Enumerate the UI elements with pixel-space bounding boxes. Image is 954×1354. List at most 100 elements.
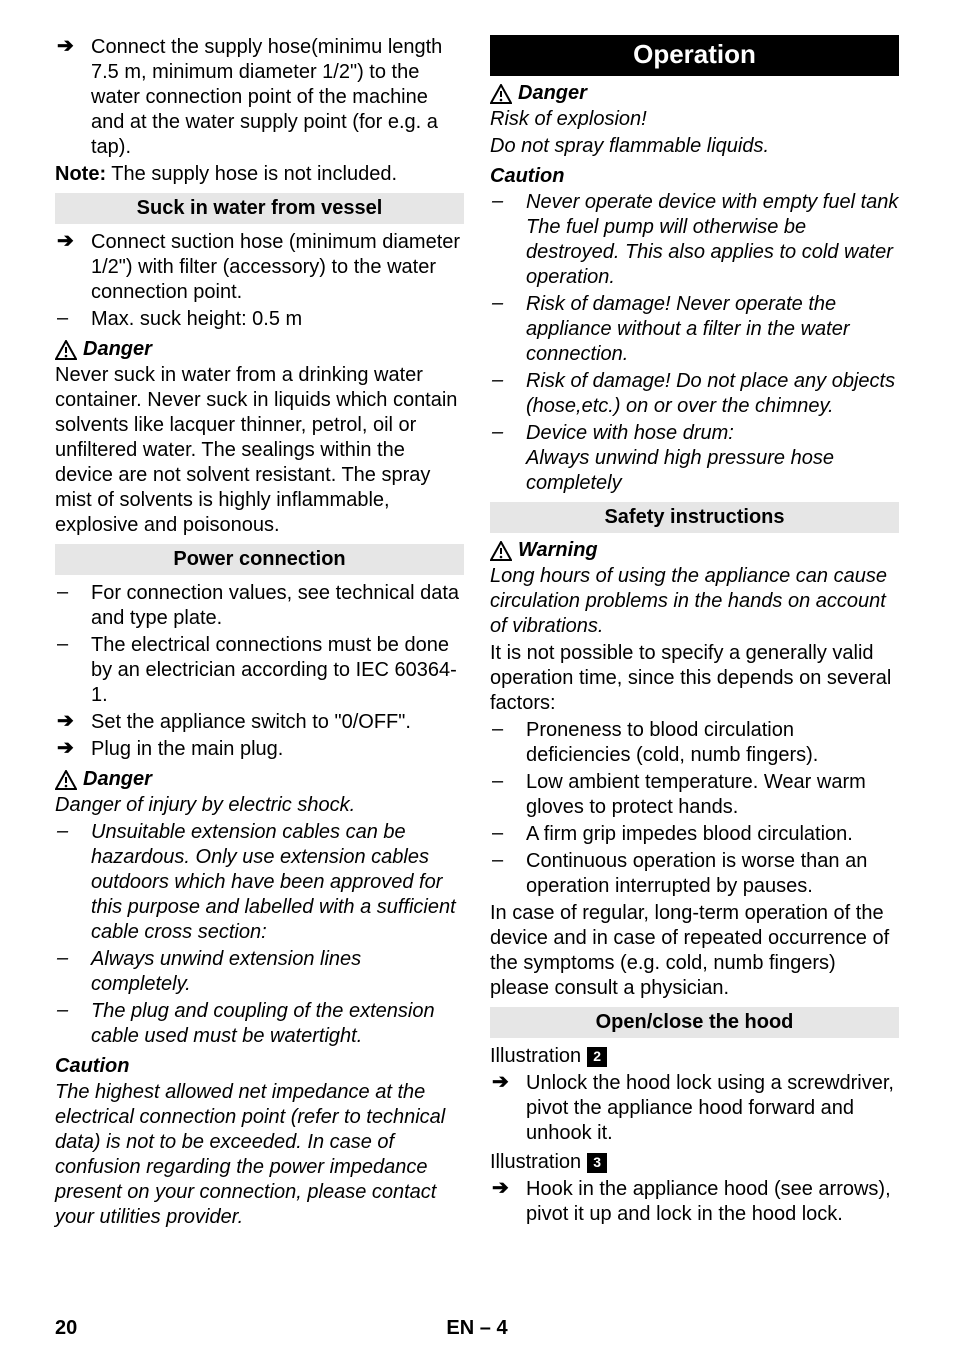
warning-triangle-icon xyxy=(55,770,77,790)
warning-text: It is not possible to specify a generall… xyxy=(490,641,899,716)
illustration-ref: Illustration 3 xyxy=(490,1150,899,1175)
arrow-icon: ➔ xyxy=(55,35,91,57)
list-item: ➔ Set the appliance switch to "0/OFF". xyxy=(55,710,464,735)
text: Connect suction hose (minimum diameter 1… xyxy=(91,230,464,305)
dash-icon: – xyxy=(490,421,526,443)
left-column: ➔ Connect the supply hose(minimu length … xyxy=(55,35,464,1232)
list-item: – Low ambient temperature. Wear warm glo… xyxy=(490,770,899,820)
caution-heading: Caution xyxy=(55,1055,464,1078)
list-item: ➔ Connect the supply hose(minimu length … xyxy=(55,35,464,160)
text: Set the appliance switch to "0/OFF". xyxy=(91,710,411,735)
text: Device with hose drum: Always unwind hig… xyxy=(526,421,899,496)
arrow-icon: ➔ xyxy=(55,737,91,759)
list-item: – Risk of damage! Never operate the appl… xyxy=(490,292,899,367)
columns: ➔ Connect the supply hose(minimu length … xyxy=(55,35,899,1232)
text: Continuous operation is worse than an op… xyxy=(526,849,899,899)
text: Low ambient temperature. Wear warm glove… xyxy=(526,770,899,820)
dash-icon: – xyxy=(490,822,526,844)
danger-text: Risk of explosion! xyxy=(490,107,899,132)
dash-icon: – xyxy=(490,770,526,792)
caution-text: The highest allowed net impedance at the… xyxy=(55,1080,464,1230)
text: Risk of damage! Never operate the applia… xyxy=(526,292,899,367)
text: Proneness to blood circulation deficienc… xyxy=(526,718,899,768)
text: Max. suck height: 0.5 m xyxy=(91,307,302,332)
dash-icon: – xyxy=(490,369,526,391)
list-item: – The plug and coupling of the extension… xyxy=(55,999,464,1049)
footer-center: EN – 4 xyxy=(446,1317,507,1340)
right-column: Operation Danger Risk of explosion! Do n… xyxy=(490,35,899,1232)
text: Always unwind extension lines completely… xyxy=(91,947,464,997)
danger-text: Do not spray flammable liquids. xyxy=(490,134,899,159)
note-text: The supply hose is not included. xyxy=(106,163,397,185)
list-item: – Unsuitable extension cables can be haz… xyxy=(55,820,464,945)
text: Hook in the appliance hood (see arrows),… xyxy=(526,1177,899,1227)
warning-text: In case of regular, long-term operation … xyxy=(490,901,899,1001)
text: Unlock the hood lock using a screwdriver… xyxy=(526,1071,899,1146)
danger-heading: Danger xyxy=(55,768,464,791)
dash-icon: – xyxy=(55,581,91,603)
text: Unsuitable extension cables can be hazar… xyxy=(91,820,464,945)
dash-icon: – xyxy=(490,849,526,871)
warning-label: Warning xyxy=(518,539,598,562)
text: Connect the supply hose(minimu length 7.… xyxy=(91,35,464,160)
danger-heading: Danger xyxy=(55,338,464,361)
list-item: – For connection values, see technical d… xyxy=(55,581,464,631)
note-label: Note: xyxy=(55,163,106,185)
page: ➔ Connect the supply hose(minimu length … xyxy=(0,0,954,1354)
list-item: – A firm grip impedes blood circulation. xyxy=(490,822,899,847)
text: The electrical connections must be done … xyxy=(91,633,464,708)
list-item: – Device with hose drum: Always unwind h… xyxy=(490,421,899,496)
text: Device with hose drum: xyxy=(526,422,734,444)
dash-icon: – xyxy=(55,307,91,329)
dash-icon: – xyxy=(55,947,91,969)
note-line: Note: The supply hose is not included. xyxy=(55,162,464,187)
text: Risk of damage! Do not place any objects… xyxy=(526,369,899,419)
arrow-icon: ➔ xyxy=(490,1177,526,1199)
warning-triangle-icon xyxy=(55,340,77,360)
heading-operation: Operation xyxy=(490,35,899,76)
warning-text: Long hours of using the appliance can ca… xyxy=(490,564,899,639)
arrow-icon: ➔ xyxy=(55,710,91,732)
list-item: – Continuous operation is worse than an … xyxy=(490,849,899,899)
illustration-label: Illustration xyxy=(490,1044,581,1069)
text: Plug in the main plug. xyxy=(91,737,283,762)
list-item: – Risk of damage! Do not place any objec… xyxy=(490,369,899,419)
list-item: ➔ Plug in the main plug. xyxy=(55,737,464,762)
list-item: – Never operate device with empty fuel t… xyxy=(490,190,899,290)
text: Always unwind high pressure hose complet… xyxy=(526,447,834,494)
illustration-label: Illustration xyxy=(490,1150,581,1175)
text: The plug and coupling of the extension c… xyxy=(91,999,464,1049)
dash-icon: – xyxy=(490,292,526,314)
illustration-ref: Illustration 2 xyxy=(490,1044,899,1069)
list-item: – Proneness to blood circulation deficie… xyxy=(490,718,899,768)
text: Never operate device with empty fuel tan… xyxy=(526,190,899,290)
dash-icon: – xyxy=(55,633,91,655)
heading-suck-water: Suck in water from vessel xyxy=(55,193,464,224)
page-number: 20 xyxy=(55,1317,77,1340)
arrow-icon: ➔ xyxy=(55,230,91,252)
warning-triangle-icon xyxy=(490,541,512,561)
heading-safety-instructions: Safety instructions xyxy=(490,502,899,533)
arrow-icon: ➔ xyxy=(490,1071,526,1093)
illustration-number: 3 xyxy=(587,1153,607,1173)
dash-icon: – xyxy=(55,999,91,1021)
text: A firm grip impedes blood circulation. xyxy=(526,822,853,847)
heading-open-close-hood: Open/close the hood xyxy=(490,1007,899,1038)
list-item: – Max. suck height: 0.5 m xyxy=(55,307,464,332)
warning-heading: Warning xyxy=(490,539,899,562)
danger-subtext: Danger of injury by electric shock. xyxy=(55,793,464,818)
footer: 20 EN – 4 xyxy=(55,1317,899,1340)
list-item: ➔ Connect suction hose (minimum diameter… xyxy=(55,230,464,305)
danger-label: Danger xyxy=(83,768,152,791)
danger-label: Danger xyxy=(518,82,587,105)
text: For connection values, see technical dat… xyxy=(91,581,464,631)
dash-icon: – xyxy=(490,190,526,212)
list-item: ➔ Unlock the hood lock using a screwdriv… xyxy=(490,1071,899,1146)
list-item: ➔ Hook in the appliance hood (see arrows… xyxy=(490,1177,899,1227)
list-item: – The electrical connections must be don… xyxy=(55,633,464,708)
warning-triangle-icon xyxy=(490,84,512,104)
dash-icon: – xyxy=(55,820,91,842)
caution-heading: Caution xyxy=(490,165,899,188)
list-item: – Always unwind extension lines complete… xyxy=(55,947,464,997)
illustration-number: 2 xyxy=(587,1047,607,1067)
